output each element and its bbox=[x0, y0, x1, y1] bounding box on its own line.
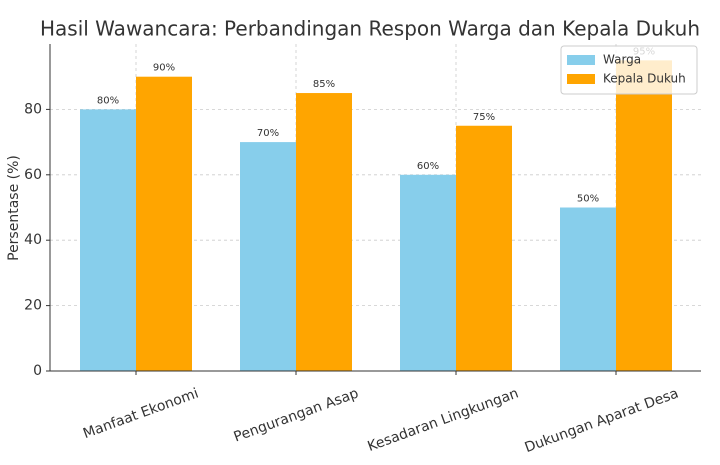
y-tick-label: 0 bbox=[33, 363, 42, 379]
y-tick-label: 60 bbox=[24, 167, 42, 183]
value-label: 80% bbox=[97, 95, 119, 106]
bar bbox=[296, 93, 352, 372]
chart-title: Hasil Wawancara: Perbandingan Respon War… bbox=[40, 17, 700, 41]
value-label: 50% bbox=[577, 194, 599, 205]
value-label: 70% bbox=[257, 128, 279, 139]
bar bbox=[616, 60, 672, 371]
y-tick-label: 80 bbox=[24, 101, 42, 117]
x-tick-label: Dukungan Aparat Desa bbox=[523, 385, 681, 456]
bar bbox=[136, 76, 192, 371]
y-axis-label: Persentase (%) bbox=[6, 155, 22, 261]
bar bbox=[560, 207, 616, 371]
bar bbox=[240, 142, 296, 371]
legend-label: Kepala Dukuh bbox=[603, 72, 686, 86]
legend-swatch bbox=[567, 74, 595, 84]
y-tick-label: 20 bbox=[24, 298, 42, 314]
bar bbox=[80, 109, 136, 372]
y-tick-label: 40 bbox=[24, 232, 42, 248]
value-label: 90% bbox=[153, 63, 175, 74]
value-label: 75% bbox=[473, 112, 495, 123]
x-tick-label: Pengurangan Asap bbox=[232, 385, 361, 445]
x-tick-label: Manfaat Ekonomi bbox=[81, 385, 201, 442]
bar bbox=[400, 174, 456, 371]
value-label: 85% bbox=[313, 79, 335, 90]
legend-swatch bbox=[567, 55, 595, 65]
x-tick-label: Kesadaran Lingkungan bbox=[366, 385, 521, 455]
bar bbox=[456, 125, 512, 371]
legend-label: Warga bbox=[603, 53, 641, 67]
value-label: 60% bbox=[417, 161, 439, 172]
